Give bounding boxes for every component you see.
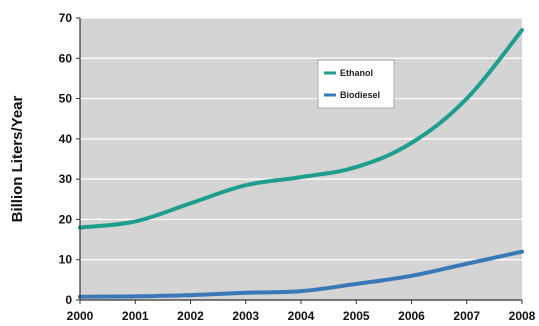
x-tick-label: 2004 (288, 309, 315, 323)
x-tick-labels: 2000 2001 2002 2003 2004 2005 2006 2007 2008 (67, 300, 536, 323)
y-tick-label: 40 (59, 132, 73, 146)
legend-label-ethanol: Ethanol (340, 68, 373, 78)
ethanol-line (78, 28, 524, 230)
x-tick-label: 2000 (67, 309, 94, 323)
y-tick-label: 0 (65, 293, 72, 307)
x-tick-label: 2002 (177, 309, 204, 323)
y-tick-label: 10 (59, 253, 73, 267)
x-tick-label: 2005 (343, 309, 370, 323)
biodiesel-line (78, 249, 524, 299)
plot-area (80, 18, 522, 300)
y-tick-labels: 0 10 20 30 40 50 60 70 (59, 11, 80, 307)
x-tick-label: 2008 (509, 309, 536, 323)
legend-label-biodiesel: Biodiesel (340, 90, 380, 100)
x-tick-label: 2001 (122, 309, 149, 323)
legend-box (317, 59, 395, 109)
y-axis-title: Billion Liters/Year (9, 95, 26, 222)
x-tick-label: 2003 (232, 309, 259, 323)
y-tick-label: 50 (59, 92, 73, 106)
y-tick-label: 70 (59, 11, 73, 25)
y-tick-label: 20 (59, 212, 73, 226)
x-tick-label: 2006 (398, 309, 425, 323)
legend: Ethanol Biodiesel (317, 59, 395, 109)
y-tick-label: 30 (59, 172, 73, 186)
y-tick-label: 60 (59, 51, 73, 65)
series-lines (78, 28, 524, 299)
x-tick-label: 2007 (453, 309, 480, 323)
